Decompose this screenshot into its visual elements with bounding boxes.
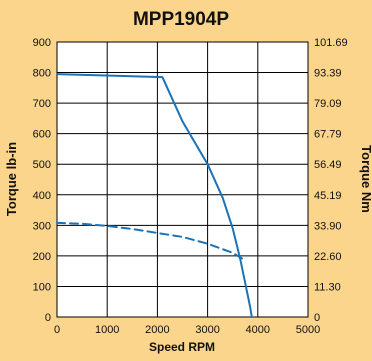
y-tick-label-left: 700 (33, 98, 51, 110)
y-tick-label-left: 600 (33, 129, 51, 141)
x-tick-label: 3000 (195, 324, 219, 336)
x-tick-label: 0 (54, 324, 60, 336)
y-axis-label-right: Torque Nm (359, 145, 372, 213)
y-tick-label-left: 100 (33, 281, 51, 293)
y-tick-label-right: 33.90 (314, 220, 342, 232)
series-lines (56, 73, 253, 318)
y-tick-label-left: 800 (33, 68, 51, 80)
y-tick-label-right: 11.30 (314, 281, 341, 293)
x-tick-label: 5000 (296, 324, 320, 336)
y-tick-label-left: 200 (33, 251, 51, 263)
plot-area (56, 41, 309, 318)
y-tick-label-right: 93.39 (314, 68, 342, 80)
y-tick-label-left: 500 (33, 159, 51, 171)
x-tick-label: 4000 (246, 324, 270, 336)
y-tick-label-right: 56.49 (314, 159, 342, 171)
y-tick-label-right: 22.60 (314, 251, 342, 263)
y-tick-label-left: 900 (33, 37, 51, 49)
y-tick-label-right: 79.09 (314, 98, 342, 110)
chart-title: MPP1904P (133, 9, 229, 30)
series-line-solid (56, 73, 253, 318)
y-tick-label-left: 300 (33, 220, 51, 232)
y-tick-label-right: 101.69 (314, 37, 348, 49)
series-line-dashed (56, 221, 244, 260)
x-tick-label: 2000 (145, 324, 169, 336)
y-tick-label-left: 0 (45, 312, 51, 324)
y-axis-label-left: Torque lb-in (4, 142, 19, 216)
y-tick-label-right: 0 (314, 312, 320, 324)
y-tick-label-left: 400 (33, 190, 51, 202)
x-tick-label: 1000 (95, 324, 119, 336)
y-tick-label-right: 45.19 (314, 190, 342, 202)
y-tick-label-right: 67.79 (314, 129, 342, 141)
x-axis-label: Speed RPM (149, 340, 215, 354)
